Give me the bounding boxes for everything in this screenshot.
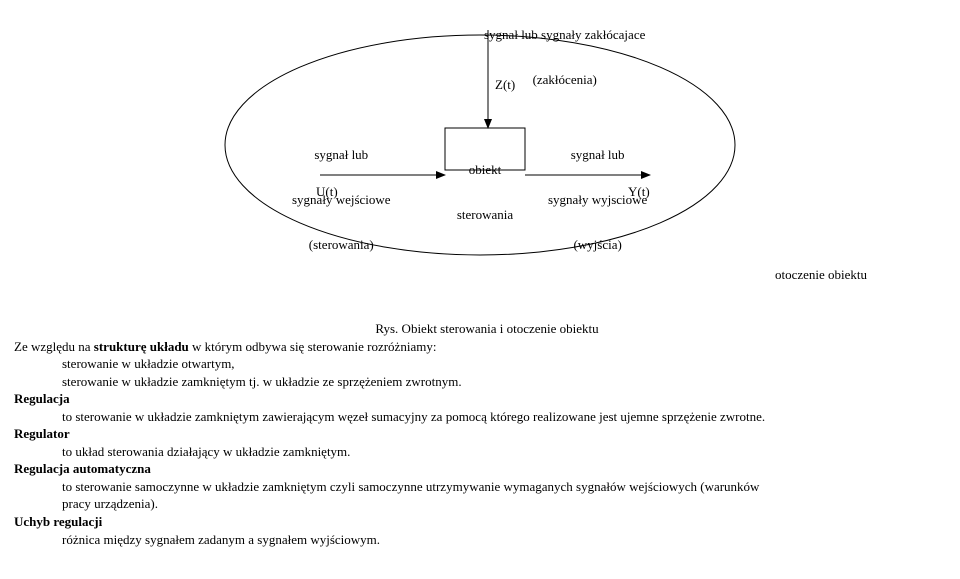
figure-caption: Rys. Obiekt sterowania i otoczenie obiek… — [14, 320, 960, 338]
para-regulacja: to sterowanie w układzie zamkniętym zawi… — [14, 408, 960, 426]
box-label-line2: sterowania — [452, 208, 518, 223]
input-label-line2: sygnały wejściowe — [292, 193, 391, 208]
intro-line: Ze względu na strukturę układu w którym … — [14, 338, 960, 356]
page-root: sygnał lub sygnały zakłócajace (zakłócen… — [0, 0, 960, 579]
output-label-line3: (wyjścia) — [548, 238, 647, 253]
box-label-line1: obiekt — [452, 163, 518, 178]
heading-uchyb: Uchyb regulacji — [14, 513, 960, 531]
output-label-line1: sygnał lub — [548, 148, 647, 163]
environment-label: otoczenie obiektu — [775, 268, 867, 283]
heading-regulacja: Regulacja — [14, 390, 960, 408]
bullet-2: sterowanie w układzie zamkniętym tj. w u… — [14, 373, 960, 391]
intro-pre: Ze względu na — [14, 339, 94, 354]
bullet-1: sterowanie w układzie otwartym, — [14, 355, 960, 373]
body-text: Rys. Obiekt sterowania i otoczenie obiek… — [0, 320, 960, 548]
para-regulator: to układ sterowania działający w układzi… — [14, 443, 960, 461]
disturbance-label: sygnał lub sygnały zakłócajace (zakłócen… — [484, 0, 645, 118]
output-label: sygnał lub sygnały wyjsciowe (wyjścia) — [548, 118, 647, 282]
para-uchyb: różnica między sygnałem zadanym a sygnał… — [14, 531, 960, 549]
heading-regulator: Regulator — [14, 425, 960, 443]
intro-bold: strukturę układu — [94, 339, 189, 354]
heading-regulacja-auto: Regulacja automatyczna — [14, 460, 960, 478]
u-label: U(t) — [316, 185, 338, 200]
input-label-line3: (sterowania) — [292, 238, 391, 253]
para-regaut-line2: pracy urządzenia). — [14, 495, 960, 513]
input-label: sygnał lub sygnały wejściowe (sterowania… — [292, 118, 391, 282]
y-label: Y(t) — [628, 185, 650, 200]
disturbance-label-line1: sygnał lub sygnały zakłócajace — [484, 28, 645, 43]
box-label: obiekt sterowania — [452, 133, 518, 253]
para-regaut-line1: to sterowanie samoczynne w układzie zamk… — [14, 478, 960, 496]
input-label-line1: sygnał lub — [292, 148, 391, 163]
intro-post: w którym odbywa się sterowanie rozróżnia… — [189, 339, 437, 354]
z-label: Z(t) — [495, 78, 515, 93]
